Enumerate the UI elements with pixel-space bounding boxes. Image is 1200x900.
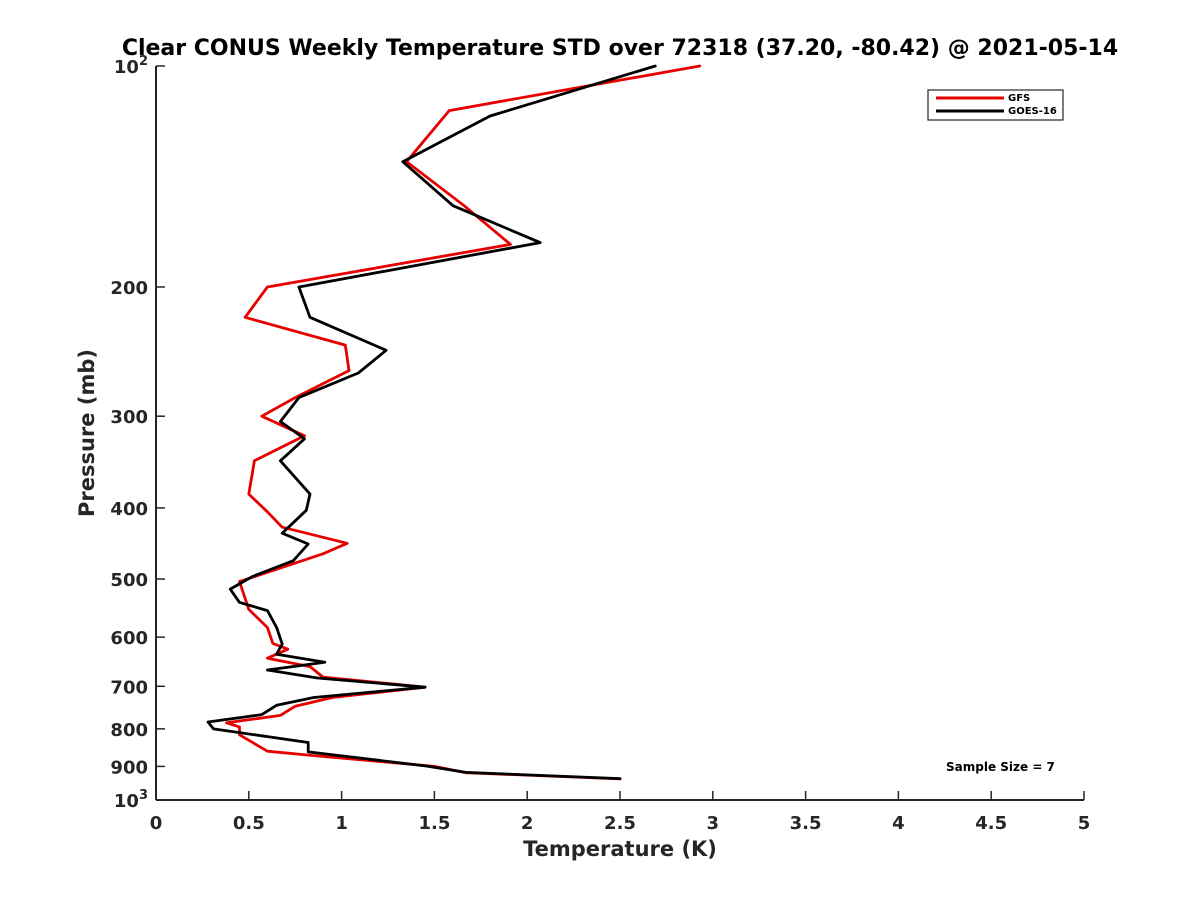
x-tick-label: 3 xyxy=(707,813,720,834)
sample-size-annotation: Sample Size = 7 xyxy=(946,760,1055,774)
legend: GFS GOES-16 xyxy=(927,89,1064,121)
x-tick-label: 1 xyxy=(335,813,348,834)
x-tick-label: 4.5 xyxy=(975,813,1007,834)
x-tick-label: 2 xyxy=(521,813,534,834)
x-tick-label: 0.5 xyxy=(233,813,265,834)
legend-label-gfs: GFS xyxy=(1008,93,1030,104)
x-tick-label: 2.5 xyxy=(604,813,636,834)
x-tick-label: 5 xyxy=(1078,813,1091,834)
y-tick-label: 700 xyxy=(110,677,148,698)
tick-layer: 0 0.5 1 1.5 2 2.5 3 3.5 4 4.5 5 102 200 300 400 500 600 7… xyxy=(110,54,1090,834)
series-layer xyxy=(206,64,702,781)
x-tick-label: 4 xyxy=(892,813,905,834)
series-line-gfs xyxy=(225,64,702,781)
series-line-goes-16 xyxy=(206,64,657,780)
x-tick-label: 0 xyxy=(150,813,163,834)
x-tick-label: 3.5 xyxy=(790,813,822,834)
y-tick-label: 600 xyxy=(110,628,148,649)
x-axis-label: Temperature (K) xyxy=(523,837,717,861)
y-tick-label: 300 xyxy=(110,407,148,428)
y-tick-label: 400 xyxy=(110,499,148,520)
legend-label-goes16: GOES-16 xyxy=(1008,106,1057,117)
y-tick-label: 500 xyxy=(110,570,148,591)
y-axis-label: Pressure (mb) xyxy=(75,349,99,517)
y-tick-label: 200 xyxy=(110,278,148,299)
y-tick-label: 900 xyxy=(110,757,148,778)
legend-box xyxy=(927,89,1064,121)
y-tick-label: 800 xyxy=(110,720,148,741)
y-tick-label: 102 xyxy=(114,54,148,78)
y-tick-label: 103 xyxy=(114,788,148,812)
x-tick-label: 1.5 xyxy=(418,813,450,834)
chart-title: Clear CONUS Weekly Temperature STD over … xyxy=(122,36,1118,61)
